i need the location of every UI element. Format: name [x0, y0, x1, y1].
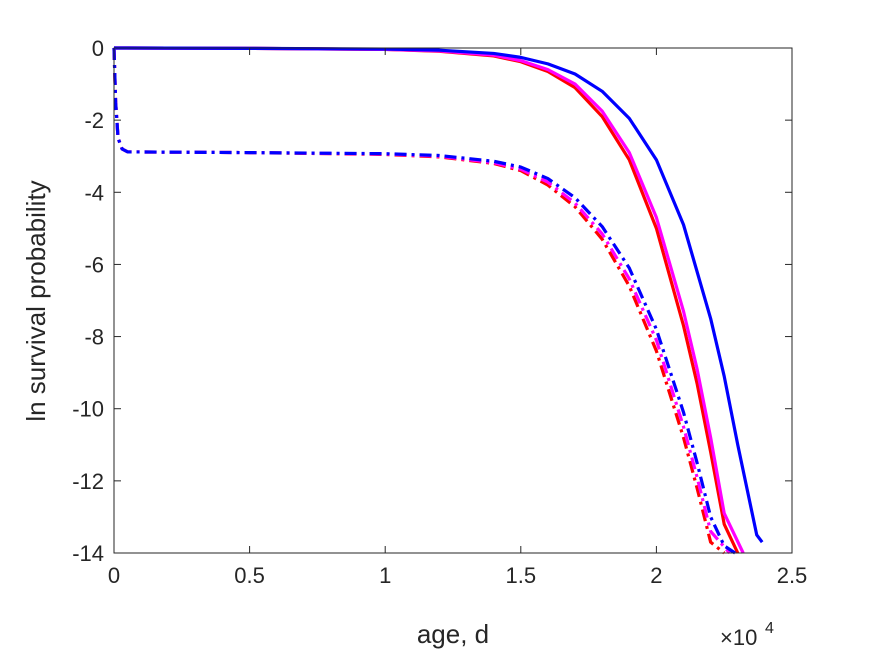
x-tick-label: 1 [379, 563, 391, 588]
y-tick-label: -8 [84, 325, 104, 350]
x-exponent: ×10 4 [720, 620, 774, 650]
x-tick-label: 0 [108, 563, 120, 588]
y-tick-label: -6 [84, 252, 104, 277]
x-tick-label: 1.5 [506, 563, 537, 588]
x-axis-label: age, d [417, 619, 489, 649]
x-exponent-power: 4 [765, 620, 774, 637]
x-tick-label: 2.5 [777, 563, 808, 588]
y-tick-label: -4 [84, 180, 104, 205]
plot-background [114, 48, 792, 553]
x-exponent-base: ×10 [720, 625, 757, 650]
y-tick-label: -12 [72, 469, 104, 494]
y-tick-label: -10 [72, 397, 104, 422]
y-tick-label: 0 [92, 36, 104, 61]
y-tick-label: -2 [84, 108, 104, 133]
series-line-3 [113, 46, 764, 544]
y-axis: 0 -2 -4 -6 -8 -10 -12 -14 [72, 36, 792, 566]
x-axis: 0 0.5 1 1.5 2 2.5 [108, 48, 807, 588]
series-line-6 [112, 47, 736, 555]
x-tick-label: 2 [650, 563, 662, 588]
y-axis-label: ln survival probability [21, 180, 51, 421]
y-tick-label: -14 [72, 541, 104, 566]
plot-box [113, 47, 793, 554]
series-layer [112, 46, 764, 555]
x-tick-label: 0.5 [234, 563, 265, 588]
